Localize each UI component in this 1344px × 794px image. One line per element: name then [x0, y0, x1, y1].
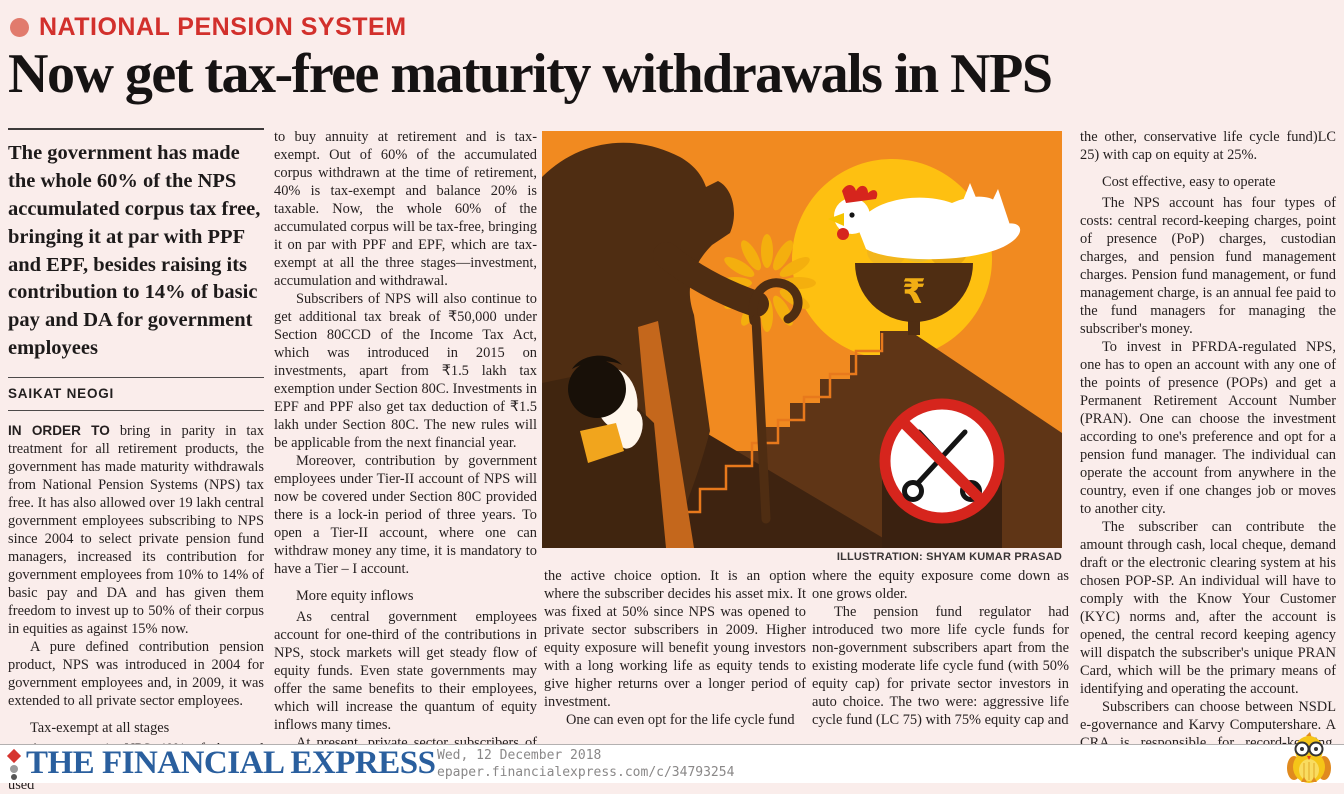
stairs [672, 333, 884, 535]
paragraph: The NPS account has four types of costs:… [1080, 195, 1336, 337]
paragraph: The subscriber can contribute the amount… [1080, 519, 1336, 697]
paragraph: where the equity exposure come down as o… [812, 568, 1069, 602]
walking-cane-icon [748, 278, 803, 524]
section-subhead: Cost effective, easy to operate [1102, 174, 1276, 190]
kicker: NATIONAL PENSION SYSTEM [10, 13, 407, 42]
epaper-footer-bar: THE FINANCIAL EXPRESS Wed, 12 December 2… [0, 732, 1344, 783]
hen-icon [828, 183, 1021, 260]
lead-in: IN ORDER TO [8, 423, 110, 438]
standfirst: The government has made the whole 60% of… [8, 142, 261, 360]
paragraph: To invest in PFRDA-regulated NPS, one ha… [1080, 339, 1336, 517]
byline: SAIKAT NEOGI [8, 386, 115, 401]
owl-mascot-icon [1287, 732, 1331, 783]
robe-stripe [638, 321, 694, 548]
page-title: Now get tax-free maturity withdrawals in… [8, 43, 1053, 105]
epaper-url[interactable]: epaper.financialexpress.com/c/34793254 [437, 764, 735, 780]
divider [8, 410, 264, 411]
section-subhead: More equity inflows [296, 588, 414, 604]
column-3: the active choice option. It is an optio… [544, 567, 806, 729]
column-2: to buy annuity at retirement and is tax-… [274, 128, 537, 770]
issue-date: Wed, 12 December 2018 [437, 748, 602, 763]
masthead: THE FINANCIAL EXPRESS [26, 745, 436, 781]
rupee-symbol: ₹ [902, 272, 926, 312]
illustration-caption: ILLUSTRATION: SHYAM KUMAR PRASAD [836, 551, 1062, 563]
paragraph-text: bring in parity in tax treatment for all… [8, 423, 264, 637]
nps-illustration: ₹ [542, 131, 1062, 548]
paragraph: One can even opt for the life cycle fund [566, 712, 795, 728]
paragraph: Subscribers of NPS will also continue to… [274, 291, 537, 451]
fe-logo-icon [6, 748, 22, 780]
kicker-label: NATIONAL PENSION SYSTEM [39, 13, 407, 41]
paragraph: to buy annuity at retirement and is tax-… [274, 129, 537, 289]
divider [8, 377, 264, 378]
no-cut-sign [879, 398, 1005, 524]
yellow-sleeve [580, 423, 624, 463]
paragraph: the active choice option. It is an optio… [544, 568, 806, 710]
paragraph: IN ORDER TO bring in parity in tax treat… [8, 422, 264, 638]
paragraph: the other, conservative life cycle fund)… [1080, 129, 1336, 163]
paragraph: The pension fund regulator had introduce… [812, 604, 1069, 728]
divider [8, 128, 264, 130]
red-dot-icon [10, 18, 29, 37]
paragraph: A pure defined contribution pension prod… [8, 639, 264, 709]
paragraph: As central government employees account … [274, 609, 537, 733]
column-4: where the equity exposure come down as o… [812, 567, 1069, 729]
paragraph: Moreover, contribution by government emp… [274, 453, 537, 577]
young-man [542, 355, 666, 548]
column-5: the other, conservative life cycle fund)… [1080, 128, 1336, 788]
section-subhead: Tax-exempt at all stages [30, 720, 170, 736]
column-1: The government has made the whole 60% of… [8, 128, 264, 794]
